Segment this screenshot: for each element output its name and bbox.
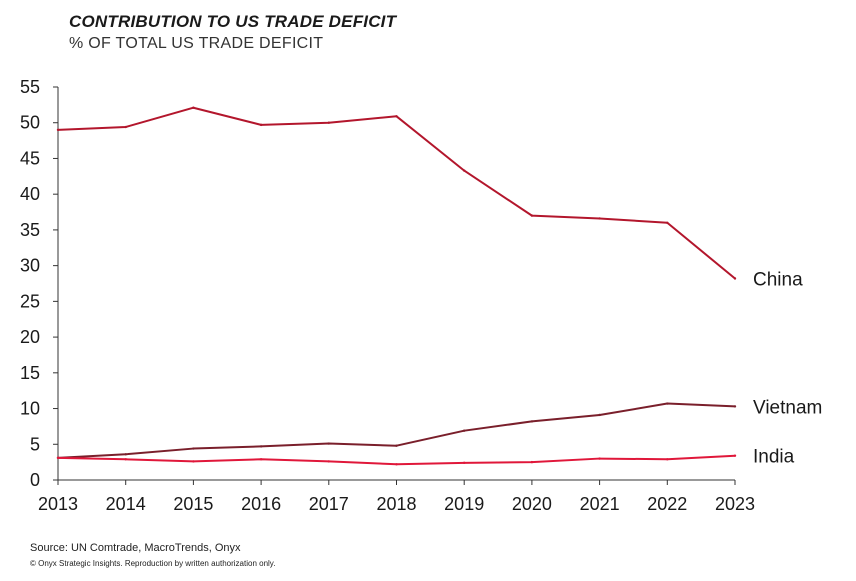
data-point-china [666, 221, 669, 224]
data-point-vietnam [124, 453, 127, 456]
data-point-china [463, 169, 466, 172]
data-point-vietnam [666, 402, 669, 405]
data-point-china [124, 125, 127, 129]
data-point-china [733, 277, 737, 280]
data-point-vietnam [530, 420, 534, 423]
data-point-vietnam [395, 444, 398, 447]
data-point-china [56, 128, 60, 132]
x-tick-label: 2016 [241, 494, 281, 514]
data-point-vietnam [733, 405, 737, 408]
data-point-india [124, 458, 127, 461]
copyright-note: © Onyx Strategic Insights. Reproduction … [30, 559, 276, 568]
data-point-vietnam [463, 429, 466, 432]
data-point-india [666, 458, 669, 461]
data-point-india [192, 460, 195, 463]
data-point-india [530, 460, 534, 464]
series-label-china: China [753, 269, 803, 290]
data-point-india [327, 460, 330, 463]
series-label-vietnam: Vietnam [753, 397, 822, 418]
series-line-vietnam [57, 402, 736, 459]
data-point-india [733, 454, 737, 457]
y-tick-label: 45 [20, 148, 40, 168]
y-tick-label: 55 [20, 77, 40, 97]
y-tick-label: 40 [20, 184, 40, 204]
y-tick-label: 0 [30, 470, 40, 490]
y-tick-label: 20 [20, 327, 40, 347]
series-line-india [57, 454, 736, 466]
chart-title: CONTRIBUTION TO US TRADE DEFICIT [69, 12, 397, 31]
x-tick-label: 2013 [38, 494, 78, 514]
data-point-vietnam [598, 413, 601, 417]
y-tick-label: 35 [20, 220, 40, 240]
series-label-india: India [753, 447, 795, 468]
data-point-china [259, 123, 263, 127]
data-point-china [530, 214, 534, 217]
data-point-india [259, 458, 263, 461]
y-tick-label: 10 [20, 399, 40, 419]
data-point-vietnam [259, 445, 263, 448]
y-tick-label: 25 [20, 291, 40, 311]
data-point-india [598, 457, 601, 460]
data-point-vietnam [192, 447, 195, 450]
data-point-india [395, 463, 398, 466]
data-point-china [395, 115, 398, 118]
y-tick-label: 5 [30, 434, 40, 454]
x-tick-label: 2021 [580, 494, 620, 514]
data-point-china [327, 121, 330, 124]
x-tick-label: 2014 [106, 494, 146, 514]
y-tick-label: 50 [20, 113, 40, 133]
x-tick-label: 2018 [376, 494, 416, 514]
data-point-china [192, 106, 195, 109]
x-tick-label: 2019 [444, 494, 484, 514]
data-point-india [463, 461, 466, 465]
x-tick-label: 2020 [512, 494, 552, 514]
data-point-china [598, 217, 601, 220]
source-note: Source: UN Comtrade, MacroTrends, Onyx [30, 542, 241, 554]
x-tick-label: 2022 [647, 494, 687, 514]
x-tick-label: 2017 [309, 494, 349, 514]
x-tick-label: 2023 [715, 494, 755, 514]
y-tick-label: 15 [20, 363, 40, 383]
chart-subtitle: % OF TOTAL US TRADE DEFICIT [69, 35, 324, 52]
y-tick-label: 30 [20, 256, 40, 276]
x-tick-label: 2015 [173, 494, 213, 514]
series-line-china [57, 106, 736, 280]
data-point-vietnam [327, 442, 330, 445]
data-point-india [56, 456, 60, 460]
